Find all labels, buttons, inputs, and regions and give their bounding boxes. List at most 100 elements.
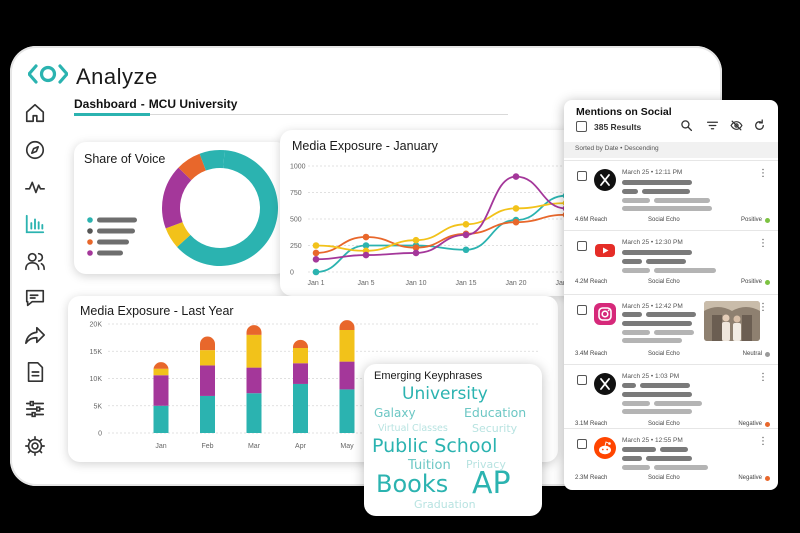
post-checkbox[interactable] [577, 375, 587, 385]
post-reach: 2.3M Reach [575, 475, 608, 481]
keyphrase-public-school[interactable]: Public School [372, 435, 498, 457]
keyphrase-university[interactable]: University [402, 384, 488, 404]
mentions-on-social-panel: Mentions on Social 385 Results Sorted by… [564, 100, 778, 490]
sentiment-dot [765, 218, 770, 223]
post-checkbox[interactable] [577, 171, 587, 181]
keyphrase-tuition[interactable]: Tuition [408, 458, 451, 473]
sort-bar[interactable]: Sorted by Date • Descending [564, 142, 778, 158]
post-sentiment: Positive [740, 279, 762, 285]
keyphrase-ap[interactable]: AP [472, 466, 511, 501]
sentiment-dot [765, 352, 770, 357]
x-tick-label: Jan [155, 443, 166, 450]
x-tick-label: Mar [248, 443, 261, 450]
share-of-voice-title: Share of Voice [84, 152, 166, 166]
data-point [312, 268, 320, 276]
data-point [512, 218, 520, 226]
post-checkbox[interactable] [577, 241, 587, 251]
legend-label-placeholder [97, 228, 135, 234]
more-options-icon[interactable]: ⋮ [758, 302, 768, 313]
y-tick-label: 10K [90, 376, 103, 383]
keyphrase-books[interactable]: Books [376, 470, 449, 498]
users-icon[interactable] [24, 250, 46, 272]
mentions-on-social-title: Mentions on Social [576, 106, 672, 118]
instagram-logo-icon [594, 303, 616, 325]
share-arrow-icon[interactable] [24, 324, 46, 346]
more-options-icon[interactable]: ⋮ [758, 238, 768, 249]
breadcrumb-dashboard[interactable]: Dashboard [74, 97, 137, 111]
post-text-placeholder [642, 189, 690, 194]
post-checkbox[interactable] [577, 439, 587, 449]
social-post[interactable]: March 25 • 12:11 PM ⋮ 4.6M Reach Social … [564, 160, 778, 230]
social-post[interactable]: March 25 • 12:30 PM ⋮ 4.2M Reach Social … [564, 230, 778, 300]
post-reach: 3.4M Reach [575, 351, 608, 357]
bar-segment [200, 395, 215, 433]
youtube-logo-icon [594, 239, 616, 261]
home-icon[interactable] [24, 102, 46, 124]
sentiment-dot [765, 422, 770, 427]
data-point [312, 249, 320, 257]
activity-icon[interactable] [24, 176, 46, 198]
post-checkbox[interactable] [577, 305, 587, 315]
legend-swatch [87, 250, 93, 256]
keyphrase-galaxy[interactable]: Galaxy [374, 406, 416, 420]
post-source: Social Echo [648, 421, 680, 427]
post-author-placeholder [660, 447, 688, 452]
keyphrase-security[interactable]: Security [472, 422, 518, 435]
bar-segment [339, 329, 355, 362]
select-all-checkbox[interactable] [576, 121, 587, 132]
bar-segment [246, 367, 262, 394]
data-point [312, 242, 320, 249]
post-text-placeholder [622, 321, 692, 326]
post-text-placeholder [622, 189, 638, 194]
bar-segment [339, 389, 355, 433]
bar-chart-icon[interactable] [24, 213, 46, 235]
post-text-placeholder [622, 330, 650, 335]
legend-label-placeholder [97, 250, 123, 256]
breadcrumb-university[interactable]: MCU University [148, 97, 238, 111]
analyze-logo-icon [28, 64, 68, 84]
post-text-placeholder [622, 409, 692, 414]
donut-slice [162, 167, 192, 229]
post-author-placeholder [646, 312, 696, 317]
compass-icon[interactable] [24, 139, 46, 161]
post-author-placeholder [622, 250, 692, 255]
refresh-icon[interactable] [753, 119, 766, 132]
keyphrase-education[interactable]: Education [464, 405, 527, 420]
post-reach: 3.1M Reach [575, 421, 608, 427]
media-exposure-january-chart: 0 250 500 750 1000 Jan 1 Jan 5 Jan 10 Jan 15 Jan … [290, 164, 577, 288]
sliders-icon[interactable] [24, 398, 46, 420]
keyphrase-graduation[interactable]: Graduation [414, 498, 476, 511]
post-image-thumbnail[interactable] [704, 301, 760, 341]
emerging-keyphrases-title: Emerging Keyphrases [374, 370, 483, 382]
bar-segment [200, 365, 215, 396]
share-of-voice-legend [87, 217, 137, 256]
more-options-icon[interactable]: ⋮ [758, 372, 768, 383]
legend-swatch [87, 228, 93, 234]
post-author-placeholder [640, 383, 690, 388]
x-tick-label: Apr [295, 443, 307, 450]
search-icon[interactable] [680, 119, 693, 132]
bar-segment [200, 350, 215, 366]
post-text-placeholder [654, 198, 710, 203]
media-exposure-january-card: Media Exposure - January 0 250 500 750 1000 J… [280, 130, 578, 296]
more-options-icon[interactable]: ⋮ [758, 168, 768, 179]
more-options-icon[interactable]: ⋮ [758, 436, 768, 447]
social-post[interactable]: March 25 • 12:55 PM ⋮ 2.3M Reach Social … [564, 428, 778, 490]
social-post[interactable]: March 25 • 1:03 PM ⋮ 3.1M Reach Social E… [564, 364, 778, 434]
post-source: Social Echo [648, 279, 680, 285]
social-post[interactable]: March 25 • 12:42 PM ⋮ 3.4M Reach Social … [564, 294, 778, 364]
post-text-placeholder [622, 198, 650, 203]
post-author-placeholder [622, 447, 656, 452]
sentiment-dot [765, 476, 770, 481]
hide-icon[interactable] [730, 119, 743, 132]
media-exposure-january-title: Media Exposure - January [292, 139, 438, 153]
y-tick-label: 0 [290, 270, 294, 277]
keyphrase-virtual-classes[interactable]: Virtual Classes [378, 423, 448, 434]
post-text-placeholder [622, 259, 642, 264]
document-icon[interactable] [24, 361, 46, 383]
keyphrase-privacy[interactable]: Privacy [466, 458, 506, 471]
gear-icon[interactable] [24, 435, 46, 457]
chat-icon[interactable] [24, 287, 46, 309]
filter-icon[interactable] [706, 119, 719, 132]
post-text-placeholder [622, 338, 682, 343]
